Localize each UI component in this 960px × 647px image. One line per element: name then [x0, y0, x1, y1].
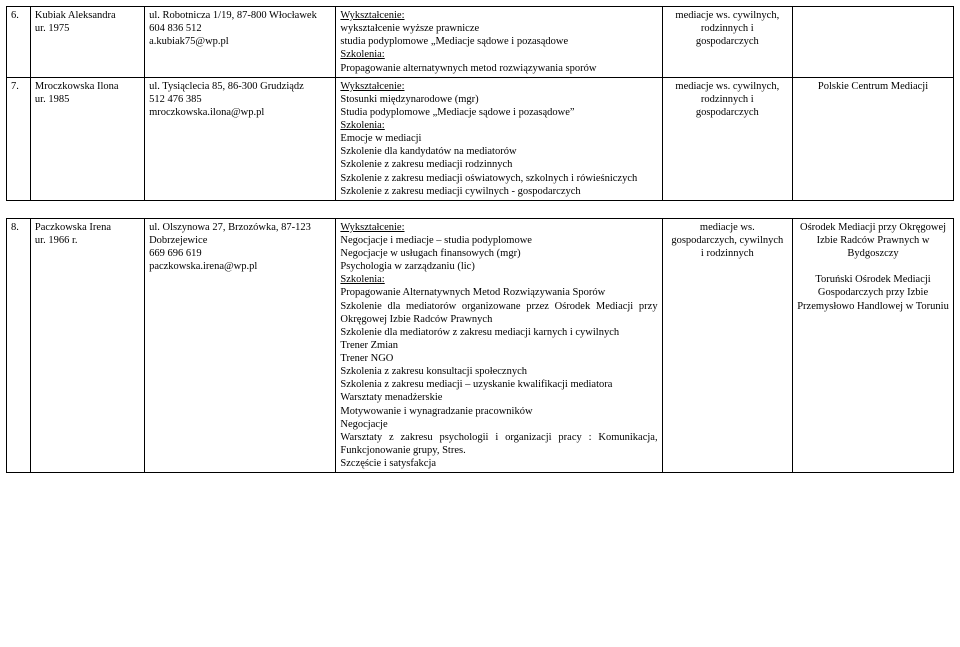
phone-line: 669 696 619	[149, 248, 202, 259]
detail-line: Szkolenia z zakresu konsultacji społeczn…	[340, 366, 527, 377]
scope-line: mediacje ws. cywilnych,	[675, 10, 779, 21]
person-birth: ur. 1966 r.	[35, 235, 78, 246]
cell-institution: Polskie Centrum Mediacji	[793, 77, 954, 200]
cell-num: 6.	[7, 7, 31, 78]
cell-scope: mediacje ws. gospodarczych, cywilnych i …	[662, 218, 792, 472]
cell-institution	[793, 7, 954, 78]
detail-line: Propagowanie Alternatywnych Metod Rozwią…	[340, 287, 605, 298]
detail-line: Negocjacje	[340, 419, 387, 430]
scope-line: mediacje ws. cywilnych,	[675, 81, 779, 92]
detail-line: Szkolenie z zakresu mediacji cywilnych -…	[340, 186, 580, 197]
section-header: Szkolenia:	[340, 120, 384, 131]
detail-line: Motywowanie i wynagradzanie pracowników	[340, 406, 532, 417]
cell-details: Wykształcenie: Stosunki międzynarodowe (…	[336, 77, 662, 200]
table-row: 7. Mroczkowska Ilona ur. 1985 ul. Tysiąc…	[7, 77, 954, 200]
scope-line: rodzinnych i	[701, 94, 754, 105]
detail-line: Trener Zmian	[340, 340, 398, 351]
institution-line: Ośrodek Mediacji przy Okręgowej Izbie Ra…	[800, 222, 946, 259]
section-header: Szkolenia:	[340, 274, 384, 285]
email-line: paczkowska.irena@wp.pl	[149, 261, 257, 272]
address-line: ul. Robotnicza 1/19, 87-800 Włocławek	[149, 10, 317, 21]
institution-line: Toruński Ośrodek Mediacji Gospodarczych …	[797, 274, 949, 311]
person-name: Kubiak Aleksandra	[35, 10, 116, 21]
detail-line: Szkolenie dla mediatorów organizowane pr…	[340, 301, 657, 325]
table-row: 6. Kubiak Aleksandra ur. 1975 ul. Robotn…	[7, 7, 954, 78]
person-name: Mroczkowska Ilona	[35, 81, 119, 92]
phone-line: 512 476 385	[149, 94, 202, 105]
scope-line: gospodarczych	[696, 107, 759, 118]
scope-line: gospodarczych	[696, 36, 759, 47]
section-header: Wykształcenie:	[340, 10, 404, 21]
cell-name: Kubiak Aleksandra ur. 1975	[30, 7, 144, 78]
cell-details: Wykształcenie: wykształcenie wyższe praw…	[336, 7, 662, 78]
detail-line: Emocje w mediacji	[340, 133, 421, 144]
cell-institution: Ośrodek Mediacji przy Okręgowej Izbie Ra…	[793, 218, 954, 472]
detail-line: Stosunki międzynarodowe (mgr)	[340, 94, 478, 105]
group-gap	[7, 200, 954, 218]
detail-line: Szczęście i satysfakcja	[340, 458, 436, 469]
detail-line: Psychologia w zarządzaniu (lic)	[340, 261, 474, 272]
detail-line: Negocjacje w usługach finansowych (mgr)	[340, 248, 520, 259]
detail-line: studia podyplomowe „Mediacje sądowe i po…	[340, 36, 568, 47]
scope-line: gospodarczych, cywilnych	[671, 235, 783, 246]
person-birth: ur. 1985	[35, 94, 69, 105]
email-line: mroczkowska.ilona@wp.pl	[149, 107, 264, 118]
table-row: 8. Paczkowska Irena ur. 1966 r. ul. Olsz…	[7, 218, 954, 472]
detail-line: Warsztaty z zakresu psychologii i organi…	[340, 432, 657, 456]
detail-line: Studia podyplomowe „Mediacje sądowe i po…	[340, 107, 574, 118]
phone-line: 604 836 512	[149, 23, 202, 34]
detail-line: Warsztaty menadżerskie	[340, 392, 442, 403]
cell-details: Wykształcenie: Negocjacje i mediacje – s…	[336, 218, 662, 472]
detail-line: Szkolenia z zakresu mediacji – uzyskanie…	[340, 379, 612, 390]
person-birth: ur. 1975	[35, 23, 69, 34]
address-line: ul. Olszynowa 27, Brzozówka, 87-123 Dobr…	[149, 222, 311, 246]
detail-line: wykształcenie wyższe prawnicze	[340, 23, 479, 34]
email-line: a.kubiak75@wp.pl	[149, 36, 229, 47]
detail-line: Szkolenie z zakresu mediacji oświatowych…	[340, 173, 637, 184]
detail-line: Propagowanie alternatywnych metod rozwią…	[340, 63, 596, 74]
cell-num: 7.	[7, 77, 31, 200]
scope-line: mediacje ws.	[700, 222, 755, 233]
cell-name: Mroczkowska Ilona ur. 1985	[30, 77, 144, 200]
detail-line: Szkolenie z zakresu mediacji rodzinnych	[340, 159, 512, 170]
cell-name: Paczkowska Irena ur. 1966 r.	[30, 218, 144, 472]
cell-scope: mediacje ws. cywilnych, rodzinnych i gos…	[662, 77, 792, 200]
mediators-table: 6. Kubiak Aleksandra ur. 1975 ul. Robotn…	[6, 6, 954, 473]
detail-line: Szkolenie dla mediatorów z zakresu media…	[340, 327, 619, 338]
cell-address: ul. Olszynowa 27, Brzozówka, 87-123 Dobr…	[145, 218, 336, 472]
person-name: Paczkowska Irena	[35, 222, 111, 233]
section-header: Wykształcenie:	[340, 81, 404, 92]
cell-address: ul. Tysiąclecia 85, 86-300 Grudziądz 512…	[145, 77, 336, 200]
address-line: ul. Tysiąclecia 85, 86-300 Grudziądz	[149, 81, 304, 92]
scope-line: rodzinnych i	[701, 23, 754, 34]
detail-line: Trener NGO	[340, 353, 393, 364]
cell-address: ul. Robotnicza 1/19, 87-800 Włocławek 60…	[145, 7, 336, 78]
cell-scope: mediacje ws. cywilnych, rodzinnych i gos…	[662, 7, 792, 78]
section-header: Szkolenia:	[340, 49, 384, 60]
detail-line: Szkolenie dla kandydatów na mediatorów	[340, 146, 516, 157]
section-header: Wykształcenie:	[340, 222, 404, 233]
detail-line: Negocjacje i mediacje – studia podyplomo…	[340, 235, 532, 246]
scope-line: i rodzinnych	[701, 248, 754, 259]
cell-num: 8.	[7, 218, 31, 472]
